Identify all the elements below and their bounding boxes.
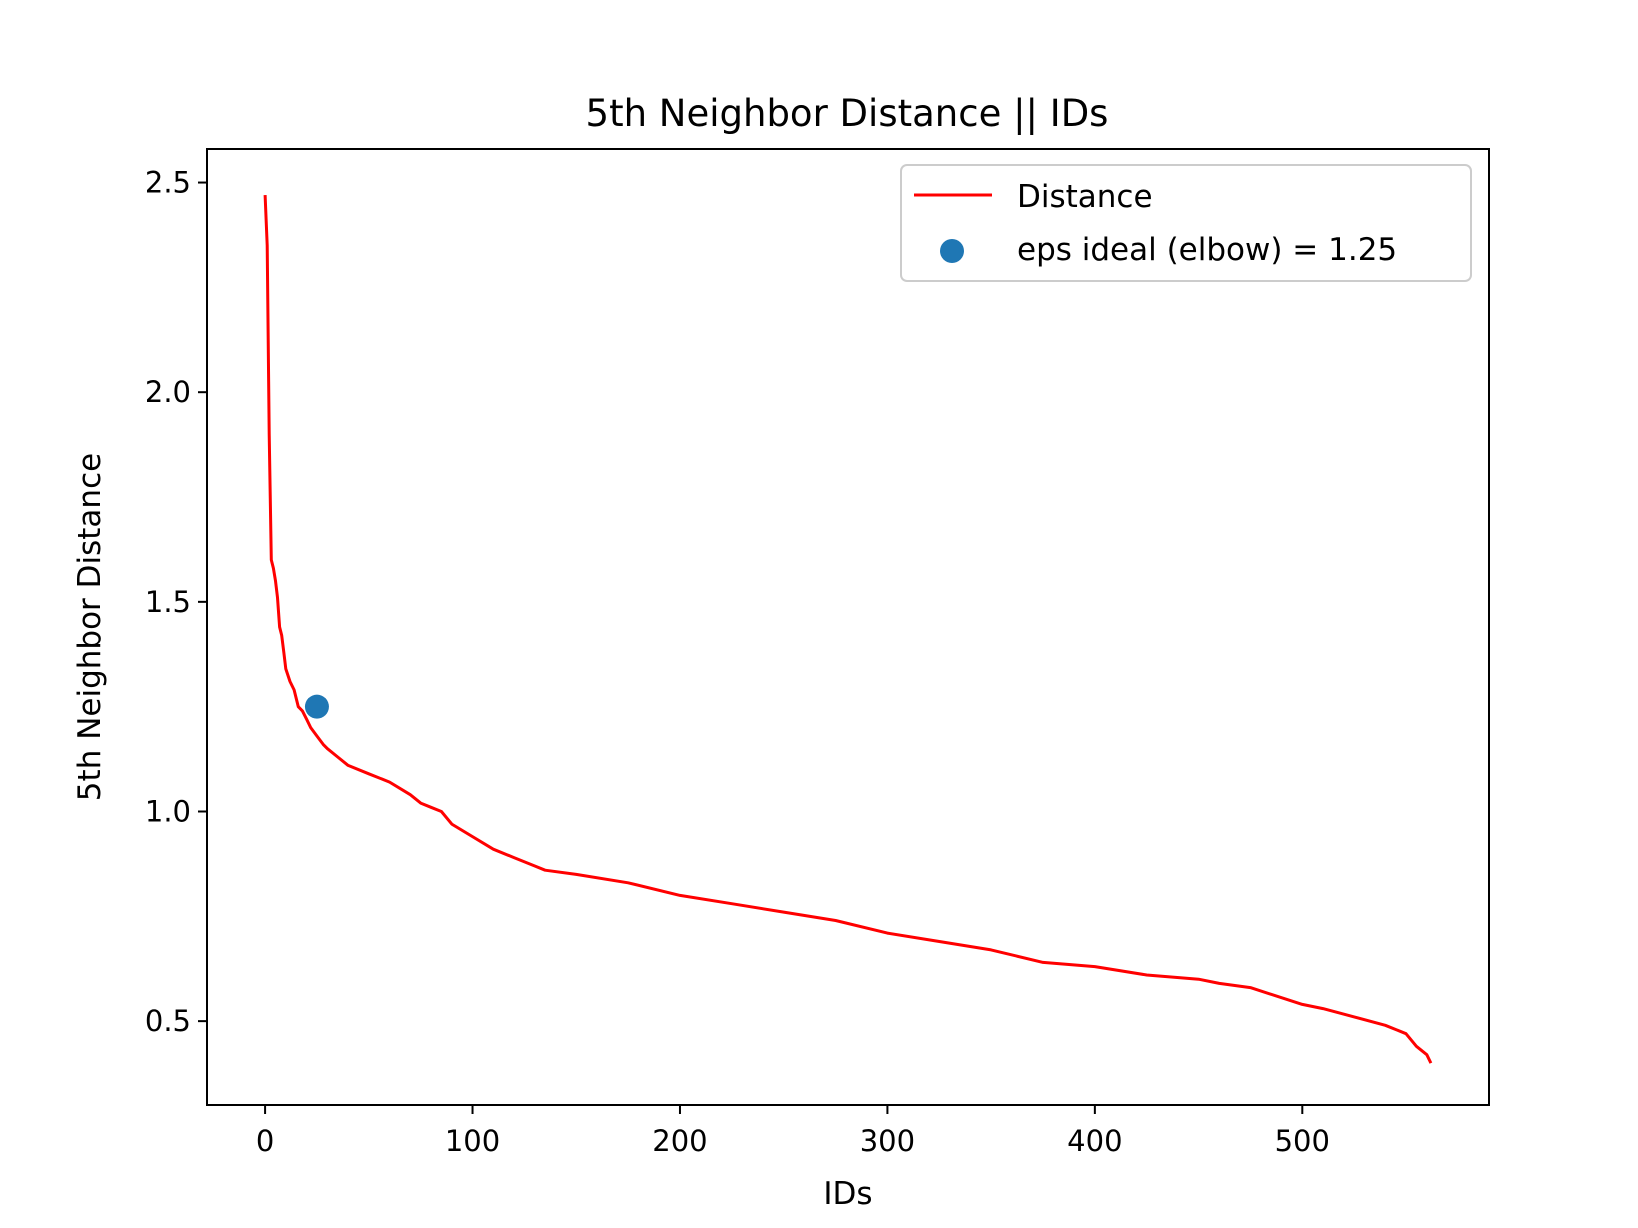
- x-tick-label: 0: [256, 1124, 274, 1158]
- y-tick-label: 2.5: [145, 166, 191, 200]
- y-tick-label: 2.0: [145, 375, 191, 409]
- plot-area: [206, 148, 1490, 1106]
- x-axis-label: IDs: [823, 1176, 872, 1212]
- x-tick-label: 200: [652, 1124, 707, 1158]
- chart-title: 5th Neighbor Distance || IDs: [586, 92, 1109, 135]
- legend-label-distance: Distance: [1017, 179, 1153, 215]
- y-axis-ticks: 0.5 1.0 1.5 2.0 2.5: [145, 166, 207, 1038]
- legend-box: [900, 164, 1472, 282]
- y-tick-label: 1.0: [145, 794, 191, 828]
- x-tick-label: 300: [860, 1124, 915, 1158]
- y-tick-label: 0.5: [145, 1004, 191, 1038]
- legend-label-elbow: eps ideal (elbow) = 1.25: [1017, 232, 1397, 268]
- legend-marker-swatch: [940, 239, 964, 263]
- legend: Distance eps ideal (elbow) = 1.25: [900, 164, 1472, 282]
- x-tick-label: 400: [1067, 1124, 1122, 1158]
- x-tick-label: 500: [1275, 1124, 1330, 1158]
- x-tick-label: 100: [445, 1124, 500, 1158]
- series-layer: [263, 195, 1433, 1064]
- axes-frame: [206, 148, 1490, 1106]
- y-tick-label: 1.5: [145, 585, 191, 619]
- elbow-point: [304, 694, 329, 719]
- distance-series-line: [263, 195, 1433, 1064]
- x-axis-ticks: 0 100 200 300 400 500: [256, 1105, 1330, 1158]
- y-axis-label: 5th Neighbor Distance: [72, 453, 108, 801]
